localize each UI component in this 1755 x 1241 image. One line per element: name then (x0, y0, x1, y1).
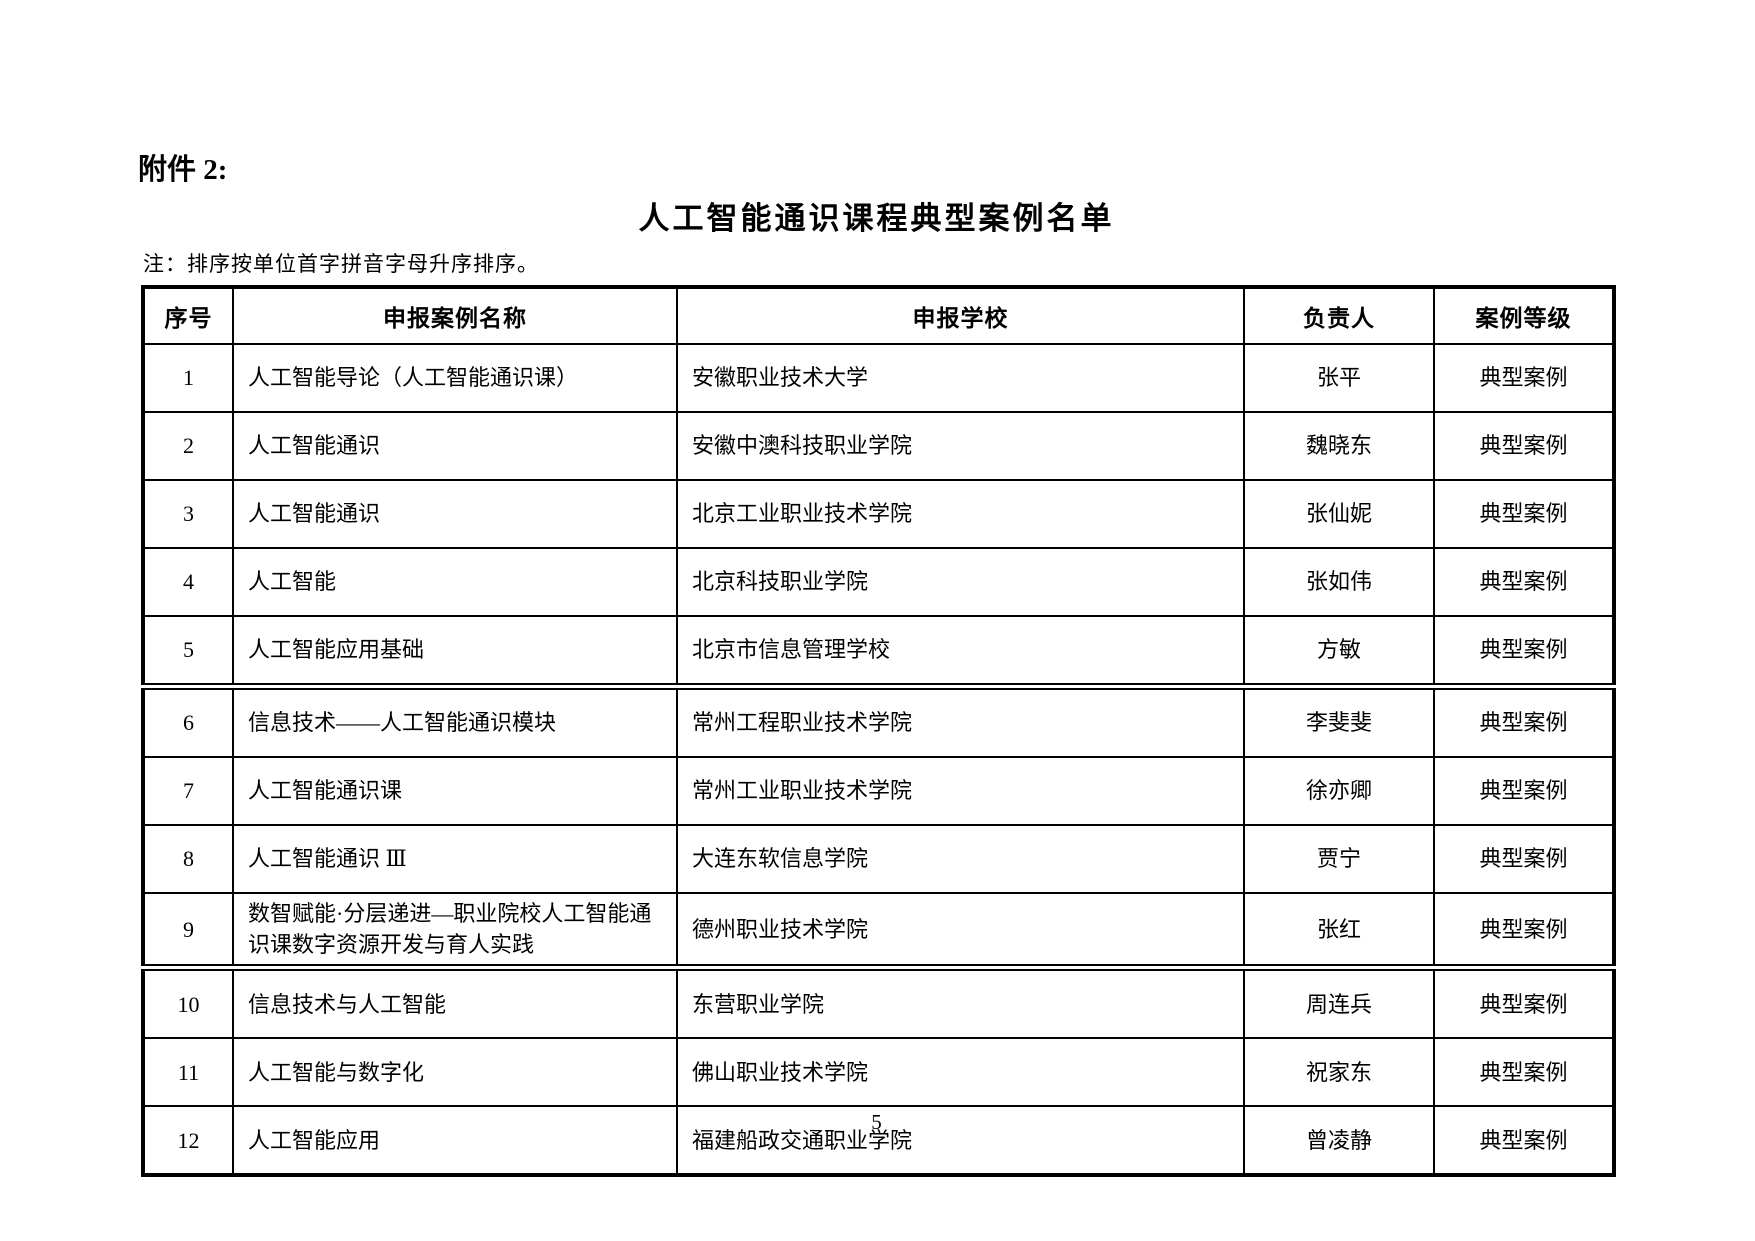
cell-school: 大连东软信息学院 (676, 824, 1245, 894)
cell-case-name: 人工智能通识 Ⅲ (232, 824, 678, 894)
header-cell-leader: 负责人 (1243, 286, 1435, 345)
cell-no: 6 (142, 683, 234, 758)
cell-level: 典型案例 (1433, 892, 1615, 969)
table-row: 12 人工智能应用 福建船政交通职业学院 曾凌静 典型案例 (142, 1105, 1615, 1177)
cell-case-name: 人工智能与数字化 (232, 1037, 678, 1108)
cell-leader: 张如伟 (1243, 547, 1435, 617)
cell-school: 北京市信息管理学校 (676, 615, 1245, 688)
cell-no: 3 (142, 479, 234, 549)
header-cell-case-name: 申报案例名称 (232, 286, 678, 345)
cell-leader: 曾凌静 (1243, 1105, 1435, 1177)
cell-level: 典型案例 (1433, 1105, 1615, 1177)
cell-school: 安徽中澳科技职业学院 (676, 411, 1245, 481)
cell-level: 典型案例 (1433, 824, 1615, 894)
cell-no: 4 (142, 547, 234, 617)
cell-leader: 周连兵 (1243, 964, 1435, 1040)
cell-case-name: 人工智能通识 (232, 411, 678, 481)
header-cell-no: 序号 (142, 286, 234, 345)
cell-level: 典型案例 (1433, 1037, 1615, 1108)
cell-case-name: 人工智能应用 (232, 1105, 678, 1177)
cell-case-name: 人工智能应用基础 (232, 615, 678, 688)
cell-school: 常州工业职业技术学院 (676, 756, 1245, 826)
header-cell-level: 案例等级 (1433, 286, 1615, 345)
cell-leader: 方敏 (1243, 615, 1435, 688)
cell-school: 东营职业学院 (676, 964, 1245, 1040)
cell-case-name: 人工智能 (232, 547, 678, 617)
cell-no: 10 (142, 964, 234, 1040)
page-number: 5 (871, 1110, 882, 1134)
table-row: 10 信息技术与人工智能 东营职业学院 周连兵 典型案例 (142, 964, 1615, 1040)
cell-no: 12 (142, 1105, 234, 1177)
cell-school: 常州工程职业技术学院 (676, 683, 1245, 758)
table-row: 8 人工智能通识 Ⅲ 大连东软信息学院 贾宁 典型案例 (142, 824, 1615, 894)
sort-note: 注：排序按单位首字拼音字母升序排序。 (143, 252, 539, 276)
cell-case-name: 人工智能通识 (232, 479, 678, 549)
cases-table: 序号 申报案例名称 申报学校 负责人 案例等级 1 人工智能导论（人工智能通识课）… (141, 285, 1616, 1178)
cell-leader: 祝家东 (1243, 1037, 1435, 1108)
cell-no: 9 (142, 892, 234, 969)
cell-case-name: 人工智能通识课 (232, 756, 678, 826)
cell-case-name: 信息技术——人工智能通识模块 (232, 683, 678, 758)
cell-school: 福建船政交通职业学院 (676, 1105, 1245, 1177)
cell-case-name: 数智赋能·分层递进—职业院校人工智能通识课数字资源开发与育人实践 (232, 892, 678, 969)
page-title: 人工智能通识课程典型案例名单 (638, 201, 1115, 236)
table-row: 4 人工智能 北京科技职业学院 张如伟 典型案例 (142, 547, 1615, 617)
table-row: 1 人工智能导论（人工智能通识课） 安徽职业技术大学 张平 典型案例 (142, 343, 1615, 413)
attachment-label: 附件 2: (138, 154, 228, 186)
cell-no: 11 (142, 1037, 234, 1108)
cell-school: 佛山职业技术学院 (676, 1037, 1245, 1108)
cell-no: 2 (142, 411, 234, 481)
cell-no: 7 (142, 756, 234, 826)
table-row: 9 数智赋能·分层递进—职业院校人工智能通识课数字资源开发与育人实践 德州职业技术学… (142, 892, 1615, 969)
cell-leader: 张平 (1243, 343, 1435, 413)
cell-school: 北京工业职业技术学院 (676, 479, 1245, 549)
cell-no: 8 (142, 824, 234, 894)
cell-level: 典型案例 (1433, 683, 1615, 758)
cell-school: 北京科技职业学院 (676, 547, 1245, 617)
cell-case-name: 信息技术与人工智能 (232, 964, 678, 1040)
cell-case-name: 人工智能导论（人工智能通识课） (232, 343, 678, 413)
table-body: 1 人工智能导论（人工智能通识课） 安徽职业技术大学 张平 典型案例 2 人工智能通识 安徽中… (142, 343, 1615, 1177)
table-row: 11 人工智能与数字化 佛山职业技术学院 祝家东 典型案例 (142, 1037, 1615, 1108)
table-row: 7 人工智能通识课 常州工业职业技术学院 徐亦卿 典型案例 (142, 756, 1615, 826)
header-cell-school: 申报学校 (676, 286, 1245, 345)
cell-level: 典型案例 (1433, 756, 1615, 826)
table-row: 2 人工智能通识 安徽中澳科技职业学院 魏晓东 典型案例 (142, 411, 1615, 481)
cell-leader: 张红 (1243, 892, 1435, 969)
cell-leader: 魏晓东 (1243, 411, 1435, 481)
table-header-row: 序号 申报案例名称 申报学校 负责人 案例等级 (142, 286, 1615, 345)
cell-leader: 贾宁 (1243, 824, 1435, 894)
cell-level: 典型案例 (1433, 343, 1615, 413)
table-row: 3 人工智能通识 北京工业职业技术学院 张仙妮 典型案例 (142, 479, 1615, 549)
cell-level: 典型案例 (1433, 479, 1615, 549)
cell-leader: 徐亦卿 (1243, 756, 1435, 826)
table-row: 5 人工智能应用基础 北京市信息管理学校 方敏 典型案例 (142, 615, 1615, 688)
cell-school: 德州职业技术学院 (676, 892, 1245, 969)
cell-no: 5 (142, 615, 234, 688)
cell-leader: 李斐斐 (1243, 683, 1435, 758)
cell-level: 典型案例 (1433, 964, 1615, 1040)
cell-level: 典型案例 (1433, 615, 1615, 688)
cell-level: 典型案例 (1433, 547, 1615, 617)
cell-school: 安徽职业技术大学 (676, 343, 1245, 413)
cell-level: 典型案例 (1433, 411, 1615, 481)
table-row: 6 信息技术——人工智能通识模块 常州工程职业技术学院 李斐斐 典型案例 (142, 683, 1615, 758)
cell-no: 1 (142, 343, 234, 413)
cell-leader: 张仙妮 (1243, 479, 1435, 549)
